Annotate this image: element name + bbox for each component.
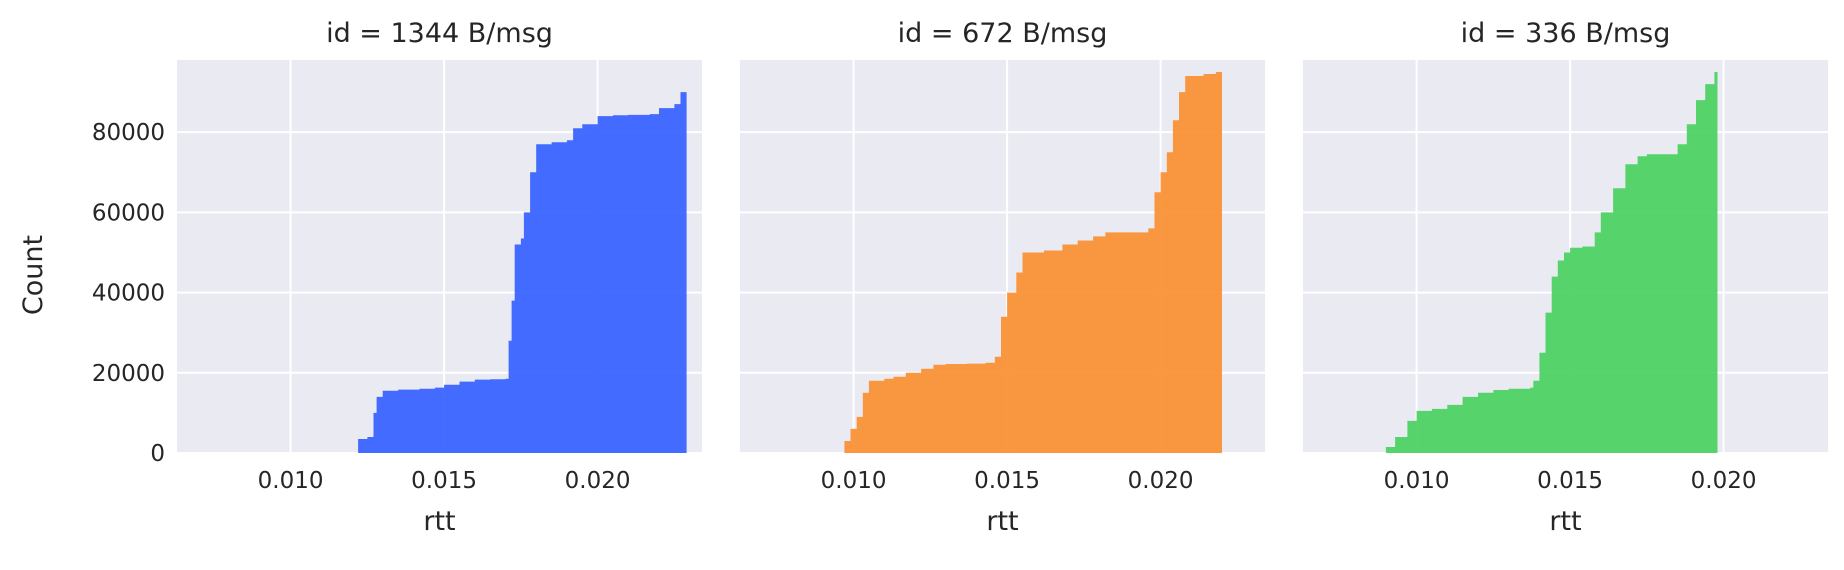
y-tick-label: 20000	[92, 361, 165, 387]
x-axis-label: rtt	[423, 506, 455, 537]
x-tick-label: 0.020	[565, 468, 631, 494]
x-tick-label: 0.020	[1691, 468, 1757, 494]
area-series	[841, 72, 1222, 453]
y-tick-label: 60000	[92, 200, 165, 226]
y-axis-label: Count	[18, 235, 49, 315]
area-series	[1379, 70, 1718, 453]
panel-3: id = 336 B/msg 0.010 0.015 0.020 rtt	[1303, 18, 1828, 537]
y-tick-labels: 0 20000 40000 60000 80000	[92, 120, 165, 467]
x-tick-label: 0.020	[1128, 468, 1194, 494]
x-tick-label: 0.010	[821, 468, 887, 494]
y-tick-label: 0	[150, 441, 165, 467]
panel-1: id = 1344 B/msg 0.010 0.015 0.020 rtt	[177, 18, 702, 537]
y-tick-label: 40000	[92, 281, 165, 307]
y-tick-label: 80000	[92, 120, 165, 146]
panel-title: id = 336 B/msg	[1461, 18, 1671, 49]
panel-title: id = 672 B/msg	[898, 18, 1108, 49]
panel-2: id = 672 B/msg 0.010 0.015 0.020 rtt	[740, 18, 1265, 537]
x-tick-label: 0.010	[1384, 468, 1450, 494]
x-tick-label: 0.015	[411, 468, 477, 494]
x-tick-label: 0.010	[258, 468, 324, 494]
x-axis-label: rtt	[1549, 506, 1581, 537]
x-tick-label: 0.015	[974, 468, 1040, 494]
x-tick-label: 0.015	[1537, 468, 1603, 494]
x-axis-label: rtt	[986, 506, 1018, 537]
area-series	[352, 72, 687, 453]
panel-title: id = 1344 B/msg	[326, 18, 553, 49]
